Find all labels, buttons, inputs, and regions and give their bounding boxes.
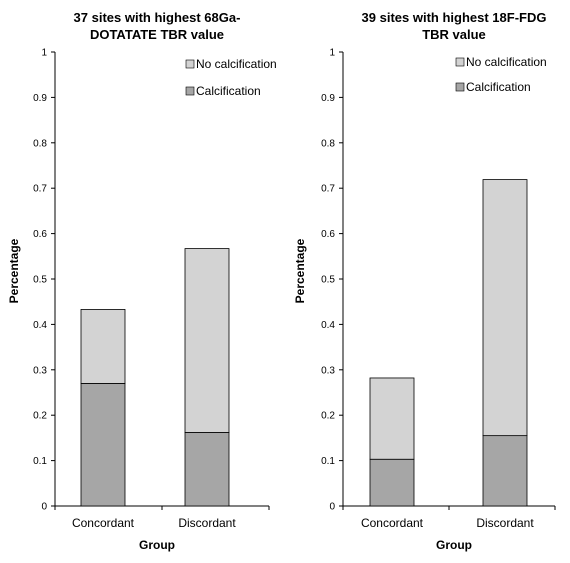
x-category-label: Concordant <box>72 516 135 530</box>
y-tick-label: 1 <box>41 48 47 59</box>
y-tick-label: 0.9 <box>321 93 335 104</box>
bar-concordant-no-calcification <box>80 309 126 384</box>
y-tick-label: 0.2 <box>321 411 335 422</box>
y-tick-label: 0.7 <box>321 184 335 195</box>
x-category-label: Discordant <box>476 516 534 530</box>
chart-title-line: 39 sites with highest 18F-FDG <box>362 10 547 25</box>
chart-title-line: DOTATATE TBR value <box>90 27 224 42</box>
bar-discordant-calcification <box>184 432 230 507</box>
x-category-label: Discordant <box>178 516 236 530</box>
y-tick-label: 0.4 <box>33 320 47 331</box>
legend-label: Calcification <box>466 80 531 94</box>
chart-2: 39 sites with highest 18F-FDG TBR value 0 0… <box>293 10 556 552</box>
x-category-label: Concordant <box>361 516 424 530</box>
y-axis-label: Percentage <box>293 238 307 303</box>
y-tick-label: 0.5 <box>321 275 335 286</box>
y-tick-label: 0 <box>41 502 47 513</box>
y-axis-label: Percentage <box>7 238 21 303</box>
y-tick-label: 0.1 <box>33 456 47 467</box>
chart-title-line: 37 sites with highest 68Ga- <box>74 10 241 25</box>
y-tick-label: 0.3 <box>321 365 335 376</box>
y-tick-label: 0.7 <box>33 184 47 195</box>
y-tick-label: 1 <box>329 48 335 59</box>
x-axis-label: Group <box>139 538 175 552</box>
y-tick-label: 0.9 <box>33 93 47 104</box>
legend-swatch <box>185 86 195 96</box>
y-tick-label: 0 <box>329 502 335 513</box>
bar-concordant-calcification <box>80 383 126 507</box>
y-tick-label: 0.5 <box>33 275 47 286</box>
y-tick-label: 0.2 <box>33 411 47 422</box>
y-tick-label: 0.3 <box>33 365 47 376</box>
legend-label: No calcification <box>196 57 277 71</box>
y-tick-label: 0.4 <box>321 320 335 331</box>
y-tick-label: 0.1 <box>321 456 335 467</box>
y-tick-label: 0.6 <box>321 229 335 240</box>
bar-concordant-no-calcification <box>369 377 415 460</box>
bar-discordant-no-calcification <box>482 179 528 437</box>
chart-1: 37 sites with highest 68Ga- DOTATATE TBR … <box>7 10 277 552</box>
legend-label: Calcification <box>196 84 261 98</box>
legend-swatch <box>185 59 195 69</box>
bar-discordant-calcification <box>482 435 528 507</box>
y-tick-label: 0.8 <box>33 138 47 149</box>
chart-title-line: TBR value <box>422 27 486 42</box>
y-tick-label: 0.6 <box>33 229 47 240</box>
bar-discordant-no-calcification <box>184 248 230 433</box>
bar-concordant-calcification <box>369 458 415 507</box>
legend-label: No calcification <box>466 55 547 69</box>
x-axis-label: Group <box>436 538 472 552</box>
legend-swatch <box>455 57 465 67</box>
legend-swatch <box>455 82 465 92</box>
y-tick-label: 0.8 <box>321 138 335 149</box>
